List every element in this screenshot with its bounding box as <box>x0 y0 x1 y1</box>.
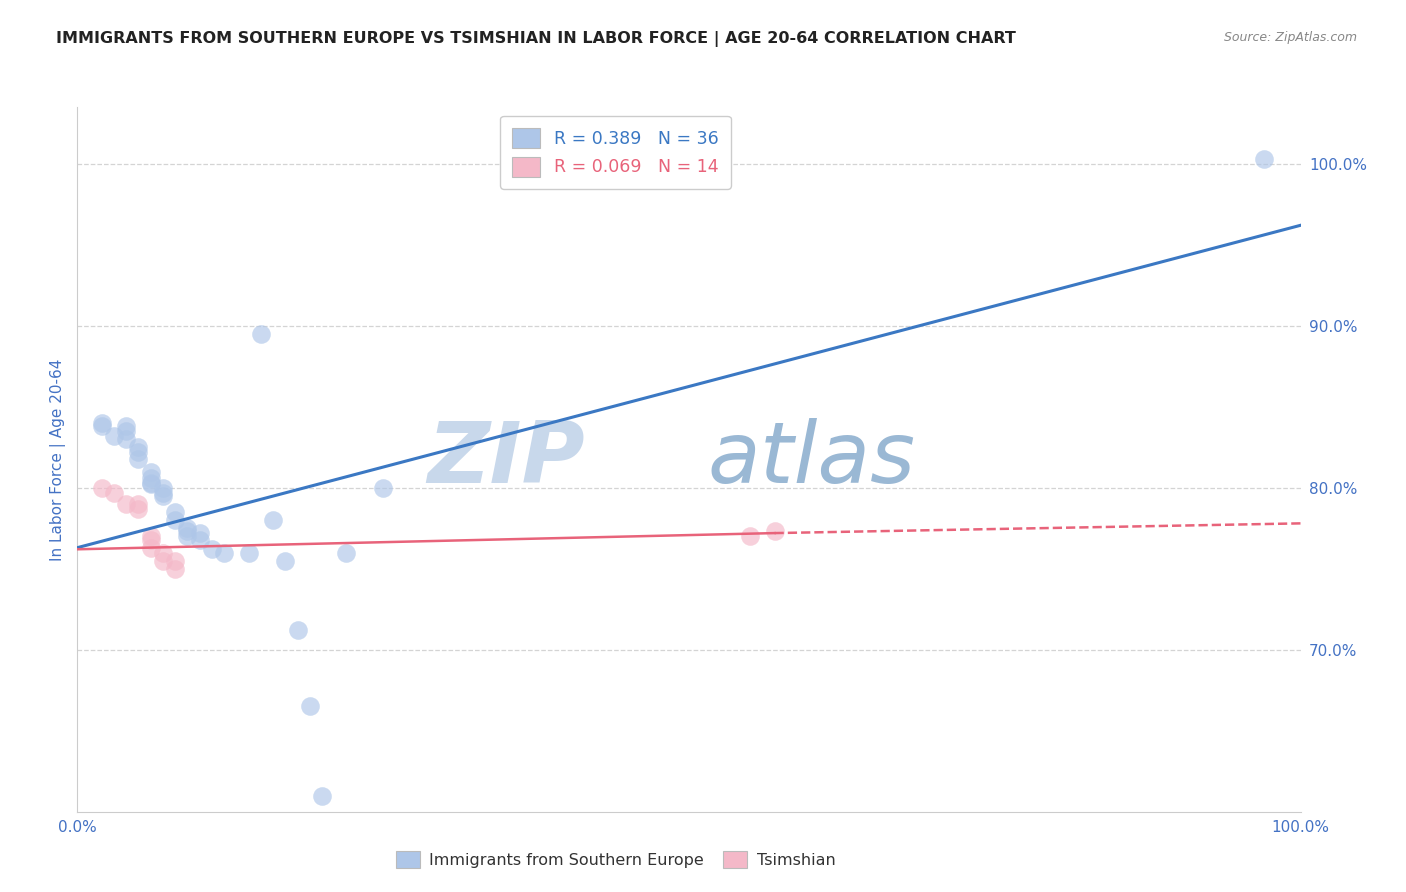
Point <box>740 529 762 543</box>
Point <box>678 155 700 169</box>
Point <box>763 524 786 539</box>
Point <box>274 554 297 568</box>
Point <box>139 475 162 490</box>
Point <box>188 533 211 547</box>
Point <box>152 481 174 495</box>
Point <box>311 789 333 803</box>
Point <box>371 481 394 495</box>
Point <box>165 554 187 568</box>
Point <box>212 545 235 559</box>
Text: IMMIGRANTS FROM SOUTHERN EUROPE VS TSIMSHIAN IN LABOR FORCE | AGE 20-64 CORRELAT: IMMIGRANTS FROM SOUTHERN EUROPE VS TSIMS… <box>56 31 1017 47</box>
Point <box>115 432 138 446</box>
Point <box>139 533 162 547</box>
Point <box>127 445 149 459</box>
Point <box>287 624 309 638</box>
Point <box>139 529 162 543</box>
Point <box>152 554 174 568</box>
Point <box>90 481 112 495</box>
Point <box>103 429 125 443</box>
Point <box>201 542 224 557</box>
Y-axis label: In Labor Force | Age 20-64: In Labor Force | Age 20-64 <box>51 359 66 560</box>
Point <box>1253 152 1275 166</box>
Point <box>152 485 174 500</box>
Point <box>115 419 138 434</box>
Point <box>165 505 187 519</box>
Point <box>115 424 138 438</box>
Point <box>176 524 198 539</box>
Point <box>335 545 357 559</box>
Point <box>90 419 112 434</box>
Point <box>298 699 321 714</box>
Point <box>176 521 198 535</box>
Point <box>127 440 149 454</box>
Point <box>115 497 138 511</box>
Point <box>139 465 162 479</box>
Legend: Immigrants from Southern Europe, Tsimshian: Immigrants from Southern Europe, Tsimshi… <box>389 845 842 874</box>
Point <box>165 562 187 576</box>
Point <box>139 477 162 491</box>
Point <box>103 485 125 500</box>
Point <box>176 529 198 543</box>
Point <box>139 541 162 555</box>
Point <box>188 526 211 541</box>
Text: Source: ZipAtlas.com: Source: ZipAtlas.com <box>1223 31 1357 45</box>
Point <box>127 497 149 511</box>
Point <box>152 545 174 559</box>
Point <box>127 501 149 516</box>
Point <box>250 326 273 341</box>
Point <box>90 416 112 430</box>
Point <box>152 489 174 503</box>
Point <box>139 471 162 485</box>
Text: ZIP: ZIP <box>427 417 585 501</box>
Point <box>238 545 260 559</box>
Text: atlas: atlas <box>707 417 915 501</box>
Point <box>127 451 149 466</box>
Point <box>165 513 187 527</box>
Point <box>262 513 284 527</box>
